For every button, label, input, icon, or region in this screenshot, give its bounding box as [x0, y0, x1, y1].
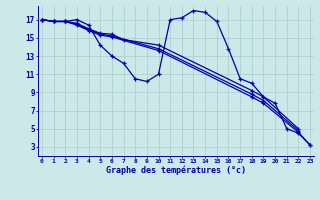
X-axis label: Graphe des températures (°c): Graphe des températures (°c): [106, 166, 246, 175]
